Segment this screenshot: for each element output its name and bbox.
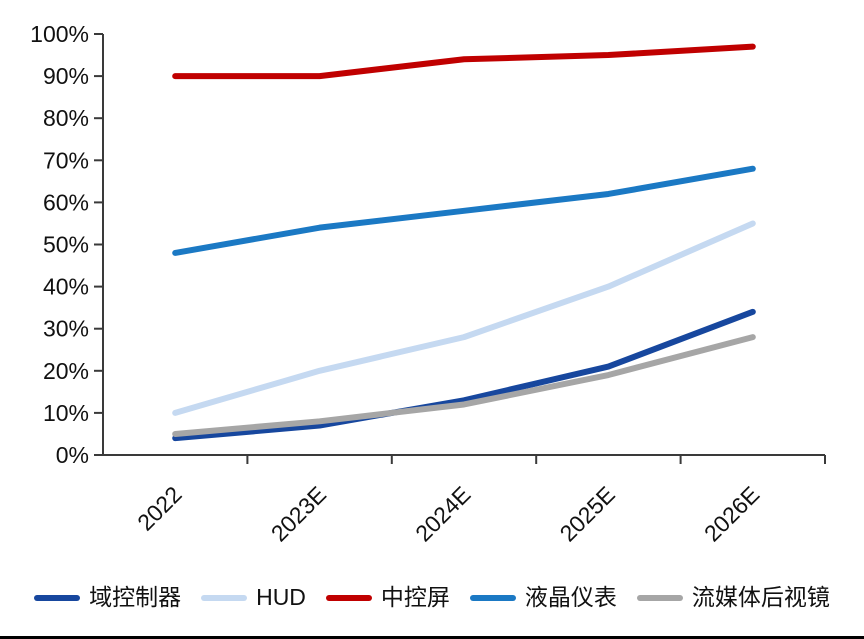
legend-line-swatch — [636, 594, 683, 601]
legend-line-swatch — [469, 594, 516, 601]
series-line — [172, 334, 756, 437]
series-line — [172, 43, 756, 80]
legend-item: HUD — [201, 586, 306, 609]
legend-label: 液晶仪表 — [524, 584, 617, 610]
y-tick-label: 90% — [43, 63, 89, 89]
x-tick-label: 2024E — [410, 481, 475, 546]
legend-label: HUD — [256, 584, 306, 610]
series-line — [172, 220, 756, 416]
y-tick-label: 10% — [43, 400, 89, 426]
line-chart-canvas: 0% 10% 20% 30% 40% 50% 60% 70% 80% 90% 100% 2022 202… — [30, 21, 826, 547]
page-bottom-border — [0, 636, 864, 639]
legend-label: 流媒体后视镜 — [691, 584, 830, 610]
legend-item: 中控屏 — [325, 584, 450, 610]
legend-item: 液晶仪表 — [469, 584, 617, 610]
legend-item: 域控制器 — [34, 586, 181, 609]
y-tick-label: 30% — [43, 316, 89, 342]
series-line — [172, 308, 756, 442]
x-tick-label: 2023E — [266, 481, 331, 546]
series-line — [172, 165, 756, 256]
y-tick-label: 40% — [43, 274, 89, 300]
y-tick-label: 80% — [43, 105, 89, 131]
y-tick-label: 20% — [43, 358, 89, 384]
x-tick-label: 2022 — [132, 481, 187, 536]
legend-item: 流媒体后视镜 — [636, 584, 830, 610]
legend-line-swatch — [201, 594, 248, 601]
y-tick-label: 70% — [43, 147, 89, 173]
legend-line-swatch — [325, 594, 372, 601]
legend-label: 域控制器 — [89, 584, 182, 610]
x-tick-label: 2025E — [555, 481, 620, 546]
x-tick-label: 2026E — [699, 481, 764, 546]
legend-label: 中控屏 — [380, 584, 450, 610]
legend-line-swatch — [34, 594, 81, 601]
y-tick-label: 50% — [43, 232, 89, 258]
y-tick-label: 0% — [56, 442, 89, 468]
y-tick-label: 60% — [43, 189, 89, 215]
chart-legend: 域控制器 HUD 中控屏 液晶仪表 流媒体后视镜 — [0, 586, 864, 609]
y-tick-label: 100% — [30, 21, 89, 47]
